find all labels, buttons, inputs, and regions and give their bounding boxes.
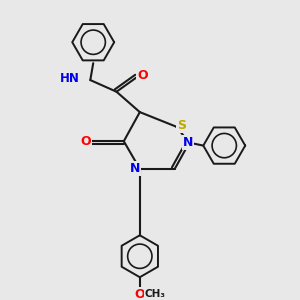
Text: S: S (177, 119, 186, 132)
Text: O: O (137, 69, 148, 82)
Text: N: N (129, 162, 140, 176)
Text: N: N (183, 136, 193, 149)
Text: O: O (134, 288, 145, 300)
Text: HN: HN (60, 72, 80, 85)
Text: CH₃: CH₃ (145, 289, 166, 299)
Text: O: O (81, 135, 91, 148)
